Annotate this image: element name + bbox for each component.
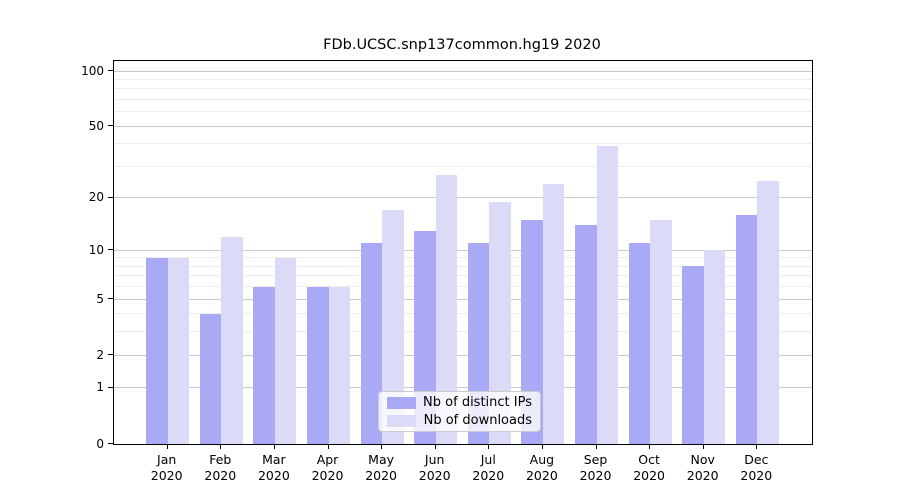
y-axis-tick xyxy=(108,196,113,198)
gridline-minor xyxy=(114,165,812,167)
y-axis-tick xyxy=(108,443,113,444)
gridline-major xyxy=(114,70,812,72)
x-axis-tick-label: Jan 2020 xyxy=(150,452,183,483)
y-axis-tick xyxy=(108,125,113,127)
x-axis-tick xyxy=(488,444,490,449)
y-axis-tick-label: 2 xyxy=(96,347,104,362)
bar-downloads xyxy=(489,201,511,444)
legend-label-distinct-ips: Nb of distinct IPs xyxy=(423,395,532,410)
y-axis-tick-label: 0 xyxy=(96,436,104,451)
x-axis-tick-label: Oct 2020 xyxy=(633,452,665,483)
bar-downloads xyxy=(167,257,190,444)
gridline-minor xyxy=(114,143,812,145)
x-axis-tick-label: Aug 2020 xyxy=(525,452,558,483)
gridline-major xyxy=(114,298,812,300)
legend-swatch-downloads xyxy=(387,414,416,427)
chart-title: FDb.UCSC.snp137common.hg19 2020 xyxy=(323,37,601,53)
legend-label-downloads: Nb of downloads xyxy=(423,413,532,428)
bar-downloads xyxy=(757,180,779,444)
bar-downloads xyxy=(221,236,243,444)
bar-distinct-ips xyxy=(628,243,651,444)
x-axis-tick xyxy=(595,444,597,449)
y-axis-tick xyxy=(108,354,113,356)
plot-area xyxy=(113,60,813,445)
x-axis-tick xyxy=(649,444,651,449)
x-axis-tick-label: Jul 2020 xyxy=(472,452,505,483)
bar-downloads xyxy=(435,174,458,444)
gridline-minor xyxy=(114,257,812,259)
y-axis-tick xyxy=(108,386,113,388)
bar-distinct-ips xyxy=(307,286,329,444)
y-axis-tick-label: 5 xyxy=(96,291,104,306)
gridline-major xyxy=(114,387,812,389)
x-axis-tick-label: Sep 2020 xyxy=(579,452,612,483)
gridline-major xyxy=(114,354,812,356)
x-axis-tick xyxy=(541,444,543,449)
x-axis-tick-label: Apr 2020 xyxy=(311,452,344,483)
gridline-major xyxy=(114,125,812,127)
bar-distinct-ips xyxy=(735,215,758,444)
gridline-minor xyxy=(114,275,812,277)
x-axis-tick xyxy=(220,444,222,449)
legend-row-downloads: Nb of downloads xyxy=(387,413,532,428)
bar-distinct-ips xyxy=(360,243,383,444)
x-axis-tick xyxy=(756,444,758,449)
gridline-minor xyxy=(114,111,812,113)
bar-downloads xyxy=(542,183,565,444)
x-axis-tick xyxy=(166,444,168,449)
legend-row-distinct-ips: Nb of distinct IPs xyxy=(387,395,532,410)
bar-distinct-ips xyxy=(253,286,275,444)
gridline-minor xyxy=(114,88,812,90)
x-axis-tick-label: Mar 2020 xyxy=(257,452,290,483)
y-axis-tick-label: 100 xyxy=(81,63,104,78)
bar-downloads xyxy=(328,286,350,444)
legend: Nb of distinct IPs Nb of downloads xyxy=(378,391,541,432)
bar-distinct-ips xyxy=(682,266,704,444)
bar-distinct-ips xyxy=(575,225,597,444)
y-axis-tick-label: 10 xyxy=(88,242,104,257)
gridline-minor xyxy=(114,265,812,267)
bar-distinct-ips xyxy=(199,313,222,444)
y-axis-tick xyxy=(108,249,113,251)
bar-downloads xyxy=(703,250,726,444)
x-axis-tick-label: Dec 2020 xyxy=(740,452,773,483)
x-axis-tick xyxy=(273,444,275,449)
bar-downloads xyxy=(382,210,404,444)
bar-downloads xyxy=(274,257,297,444)
bar-distinct-ips xyxy=(146,257,168,444)
y-axis-tick-label: 50 xyxy=(88,118,104,133)
y-axis-tick xyxy=(108,298,113,300)
y-axis-tick-label: 1 xyxy=(96,380,104,395)
bar-downloads xyxy=(596,145,618,444)
y-axis-tick-label: 20 xyxy=(88,190,104,205)
x-axis-tick xyxy=(434,444,436,449)
bar-distinct-ips xyxy=(521,219,543,444)
legend-swatch-distinct-ips xyxy=(387,396,416,409)
gridline-minor xyxy=(114,313,812,315)
bar-downloads xyxy=(650,219,672,444)
x-axis-tick xyxy=(702,444,704,449)
x-axis-tick-label: Nov 2020 xyxy=(686,452,719,483)
x-axis-tick xyxy=(327,444,329,449)
gridline-minor xyxy=(114,331,812,333)
x-axis-tick xyxy=(381,444,383,449)
gridline-major xyxy=(114,249,812,251)
x-axis-tick-label: Jun 2020 xyxy=(418,452,451,483)
x-axis-tick-label: May 2020 xyxy=(365,452,397,483)
x-axis-tick-label: Feb 2020 xyxy=(204,452,237,483)
gridline-minor xyxy=(114,78,812,80)
bar-distinct-ips xyxy=(414,230,436,444)
gridline-major xyxy=(114,197,812,199)
y-axis-tick xyxy=(108,70,113,71)
gridline-minor xyxy=(114,286,812,288)
gridline-minor xyxy=(114,98,812,100)
